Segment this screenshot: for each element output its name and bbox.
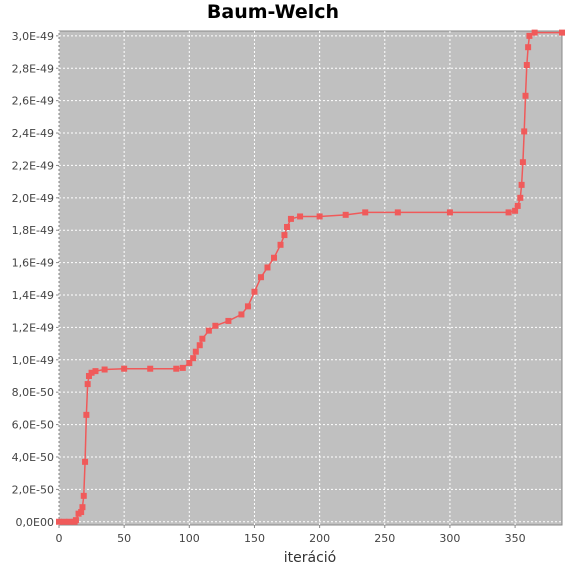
point-marker (264, 264, 271, 271)
point-marker (84, 381, 91, 388)
point-marker (526, 32, 533, 39)
point-marker (284, 223, 291, 230)
point-marker (512, 207, 519, 214)
point-marker (316, 213, 323, 220)
point-marker (277, 241, 284, 248)
y-tick-label: 6,0E-50 (12, 419, 54, 432)
point-marker (238, 311, 245, 318)
point-marker (522, 92, 529, 99)
point-marker (61, 518, 68, 525)
point-marker (85, 372, 92, 379)
x-tick-label: 150 (244, 532, 265, 545)
point-marker (78, 509, 85, 516)
point-marker (559, 29, 565, 36)
y-tick-label: 2,0E-49 (12, 192, 54, 205)
y-tick-label: 8,0E-50 (12, 386, 54, 399)
point-marker (521, 128, 528, 135)
point-marker (199, 335, 206, 342)
point-marker (518, 181, 525, 188)
point-marker (80, 492, 87, 499)
chart-title: Baum-Welch (207, 1, 339, 23)
point-marker (297, 213, 304, 220)
point-marker (212, 322, 219, 329)
plot-area (58, 30, 563, 526)
x-tick-label: 350 (505, 532, 526, 545)
y-tick-label: 0,0E00 (16, 516, 54, 529)
y-tick-label: 2,0E-50 (12, 483, 54, 496)
point-marker (88, 369, 95, 376)
point-marker (205, 327, 212, 334)
y-tick-label: 1,4E-49 (12, 289, 54, 302)
x-tick-label: 100 (179, 532, 200, 545)
point-marker (517, 194, 524, 201)
point-marker (101, 366, 108, 373)
point-marker (79, 504, 86, 511)
y-tick-label: 1,2E-49 (12, 321, 54, 334)
point-marker (271, 254, 278, 261)
point-marker (196, 342, 203, 349)
y-tick-label: 2,4E-49 (12, 127, 54, 140)
point-marker (523, 62, 530, 69)
point-marker (192, 348, 199, 355)
point-marker (362, 209, 369, 216)
x-tick-label: 0 (56, 532, 63, 545)
point-marker (83, 411, 90, 418)
x-axis-label: iteráció (284, 550, 336, 566)
point-marker (394, 209, 401, 216)
point-marker (251, 288, 258, 295)
point-marker (179, 364, 186, 371)
point-marker (92, 368, 99, 375)
point-marker (281, 232, 288, 239)
y-tick-label: 2,8E-49 (12, 62, 54, 75)
point-marker (519, 159, 526, 166)
point-marker (186, 360, 193, 367)
x-tick-label: 200 (309, 532, 330, 545)
x-tick-label: 250 (374, 532, 395, 545)
point-marker (66, 518, 73, 525)
point-marker (173, 365, 180, 372)
y-tick-label: 1,0E-49 (12, 354, 54, 367)
point-marker (56, 518, 62, 525)
y-tick-label: 3,0E-49 (12, 30, 54, 43)
y-tick-label: 4,0E-50 (12, 451, 54, 464)
point-marker (225, 317, 232, 324)
y-tick-label: 1,8E-49 (12, 224, 54, 237)
point-marker (72, 517, 79, 524)
point-marker (244, 303, 251, 310)
point-marker (287, 215, 294, 222)
point-marker (121, 365, 128, 372)
x-tick-label: 50 (117, 532, 131, 545)
y-tick-label: 2,6E-49 (12, 95, 54, 108)
point-marker (257, 274, 264, 281)
point-marker (505, 209, 512, 216)
x-tick-label: 300 (439, 532, 460, 545)
y-tick-label: 1,6E-49 (12, 257, 54, 270)
y-tick-label: 2,2E-49 (12, 159, 54, 172)
point-marker (446, 209, 453, 216)
point-marker (147, 365, 154, 372)
point-marker (514, 202, 521, 209)
point-marker (82, 458, 89, 465)
point-marker (190, 355, 197, 362)
point-marker (531, 29, 538, 36)
point-marker (525, 44, 532, 51)
point-marker (342, 211, 349, 218)
